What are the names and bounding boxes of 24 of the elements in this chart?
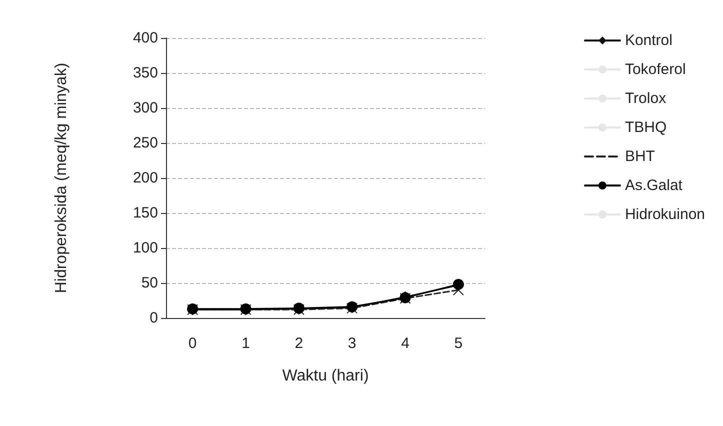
y-tick-label: 300 [132, 100, 158, 116]
y-tick-label: 350 [132, 64, 158, 82]
y-tick-label: 50 [141, 274, 158, 292]
x-tick-label: 3 [348, 335, 356, 352]
legend-label: As.Galat [624, 177, 684, 194]
x-tick-label: 1 [242, 335, 250, 352]
y-tick-label: 200 [132, 170, 158, 186]
legend-label: Kontrol [624, 32, 672, 49]
x-tick-label: 5 [454, 335, 463, 352]
x-tick-label: 0 [188, 335, 197, 352]
y-tick-label: 150 [132, 204, 158, 222]
x-tick-label: 4 [401, 335, 410, 352]
legend-label: Tokoferol [624, 61, 686, 78]
y-tick-label: 100 [132, 240, 158, 256]
y-tick-label: 400 [132, 30, 158, 46]
y-axis-title: Hidroperoksida (meq/kg minyak) [53, 62, 70, 294]
x-axis-title: Waktu (hari) [282, 368, 369, 384]
legend-label: Trolox [624, 90, 667, 107]
legend-label: TBHQ [624, 119, 667, 136]
legend-label: Hidrokuinon [624, 206, 705, 223]
y-tick-label: 250 [132, 134, 158, 152]
y-tick-label: 0 [150, 310, 158, 326]
legend-label: BHT [624, 148, 655, 165]
x-tick-label: 2 [294, 335, 304, 352]
